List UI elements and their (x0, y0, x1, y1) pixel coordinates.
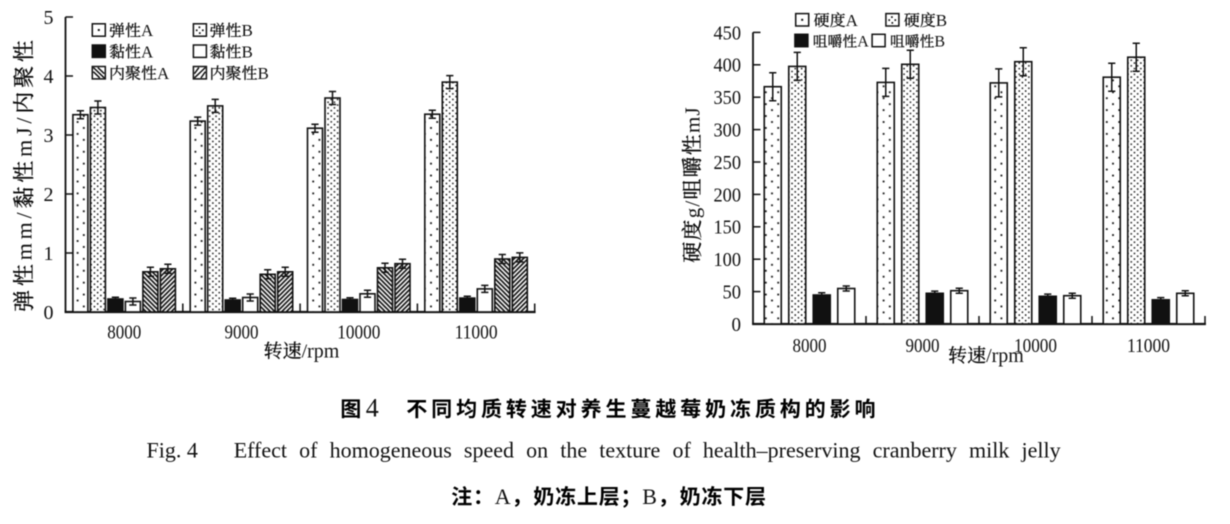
svg-text:/rpm: /rpm (986, 345, 1024, 367)
svg-text:B: B (242, 42, 253, 61)
svg-text:B: B (934, 34, 945, 51)
svg-text:0: 0 (44, 302, 54, 324)
svg-text:8000: 8000 (107, 322, 141, 344)
svg-text:11000: 11000 (1127, 335, 1170, 357)
svg-text:350: 350 (714, 87, 742, 109)
svg-text:300: 300 (714, 120, 742, 142)
svg-text:4: 4 (366, 393, 379, 422)
svg-text:B: B (258, 64, 269, 83)
svg-text:mJ/: mJ/ (12, 114, 37, 157)
svg-text:11000: 11000 (455, 322, 498, 344)
svg-text:A: A (141, 21, 154, 40)
svg-text:10000: 10000 (337, 322, 380, 344)
svg-text:B: B (242, 21, 253, 40)
svg-text:A: A (157, 64, 170, 83)
svg-text:9000: 9000 (906, 335, 940, 357)
svg-text:150: 150 (714, 217, 742, 239)
svg-text:g/: g/ (681, 200, 705, 219)
svg-text:A: A (141, 42, 154, 61)
svg-text:1: 1 (44, 243, 54, 265)
svg-text:B: B (642, 484, 657, 509)
svg-text:250: 250 (714, 152, 742, 174)
svg-text:/rpm: /rpm (302, 341, 340, 363)
svg-text:2: 2 (44, 184, 54, 206)
svg-text:Effect of homogeneous speed on: Effect of homogeneous speed on the textu… (234, 438, 1061, 463)
svg-text:450: 450 (714, 22, 742, 44)
svg-text:3: 3 (44, 125, 54, 147)
svg-text:200: 200 (714, 184, 742, 206)
svg-text:A: A (857, 34, 869, 51)
svg-text:mm/: mm/ (12, 209, 37, 261)
svg-text:100: 100 (714, 249, 742, 271)
svg-text:4: 4 (44, 66, 54, 88)
svg-text:A: A (495, 484, 511, 509)
svg-text:400: 400 (714, 55, 742, 77)
svg-text:9000: 9000 (225, 322, 259, 344)
svg-text:5: 5 (44, 7, 54, 29)
svg-text:0: 0 (732, 314, 742, 336)
svg-text:50: 50 (723, 282, 742, 304)
svg-text:10000: 10000 (1014, 335, 1057, 357)
svg-text:8000: 8000 (793, 335, 827, 357)
svg-text:mJ: mJ (681, 106, 705, 133)
svg-text:Fig. 4: Fig. 4 (147, 438, 198, 463)
svg-text:B: B (936, 11, 947, 30)
svg-text:A: A (846, 11, 859, 30)
